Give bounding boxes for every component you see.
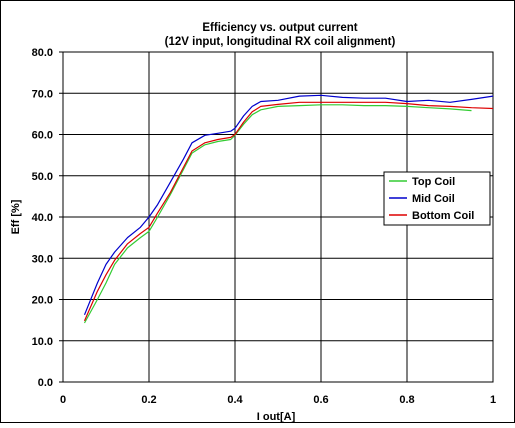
chart-subtitle: (12V input, longitudinal RX coil alignme… xyxy=(165,36,396,48)
legend-label-mid-coil: Mid Coil xyxy=(412,193,455,205)
y-tick-label: 40.0 xyxy=(32,212,53,224)
y-axis-label: Eff [%] xyxy=(10,199,22,234)
y-tick-label: 80.0 xyxy=(32,47,53,59)
y-tick-label: 10.0 xyxy=(32,336,53,348)
x-tick-label: 0.2 xyxy=(141,394,156,406)
y-tick-label: 70.0 xyxy=(32,88,53,100)
series-line-bottom-coil xyxy=(83,101,494,322)
series-line-mid-coil xyxy=(83,94,494,316)
x-tick-label: 0.6 xyxy=(313,394,328,406)
x-tick-label: 0 xyxy=(60,394,66,406)
legend-label-top-coil: Top Coil xyxy=(412,176,455,188)
y-tick-label: 20.0 xyxy=(32,295,53,307)
y-tick-label: 50.0 xyxy=(32,171,53,183)
axis-ticks: 0 0.2 0.4 0.6 0.8 10.010.020.030.040.050.060.… xyxy=(32,47,496,406)
y-tick-label: 60.0 xyxy=(32,130,53,142)
x-axis-label: I out[A] xyxy=(257,411,296,423)
x-tick-label: 1 xyxy=(490,394,496,406)
legend: Top Coil Mid Coil Bottom Coil xyxy=(383,171,491,226)
x-tick-label: 0.8 xyxy=(399,394,414,406)
series-line-top-coil xyxy=(83,104,472,324)
y-tick-label: 0.0 xyxy=(38,377,53,389)
x-tick-label: 0.4 xyxy=(227,394,243,406)
series-layer xyxy=(83,94,494,324)
chart-title: Efficiency vs. output current xyxy=(202,22,357,34)
legend-label-bottom-coil: Bottom Coil xyxy=(412,210,474,222)
y-tick-label: 30.0 xyxy=(32,253,53,265)
